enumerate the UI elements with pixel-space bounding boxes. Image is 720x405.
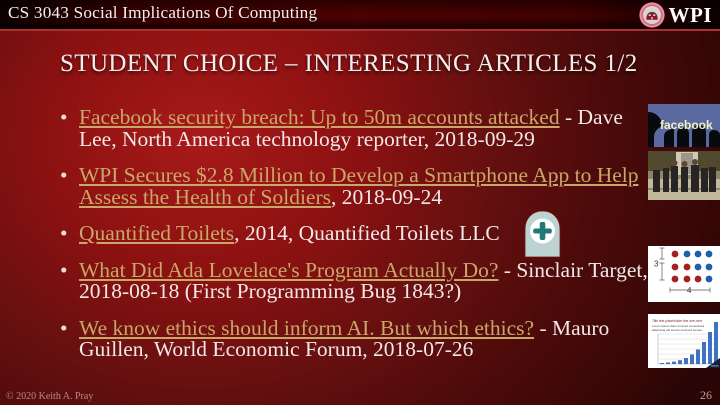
svg-text:adipiscing elit sed do eiusmod: adipiscing elit sed do eiusmod tempor. [652,328,703,332]
svg-text:xxxxx: xxxxx [711,364,719,368]
svg-text:4: 4 [687,286,692,295]
svg-text:facebook: facebook [660,118,713,132]
svg-text:3: 3 [654,260,659,269]
svg-text:Title text placeholder line on: Title text placeholder line one here [652,319,702,323]
